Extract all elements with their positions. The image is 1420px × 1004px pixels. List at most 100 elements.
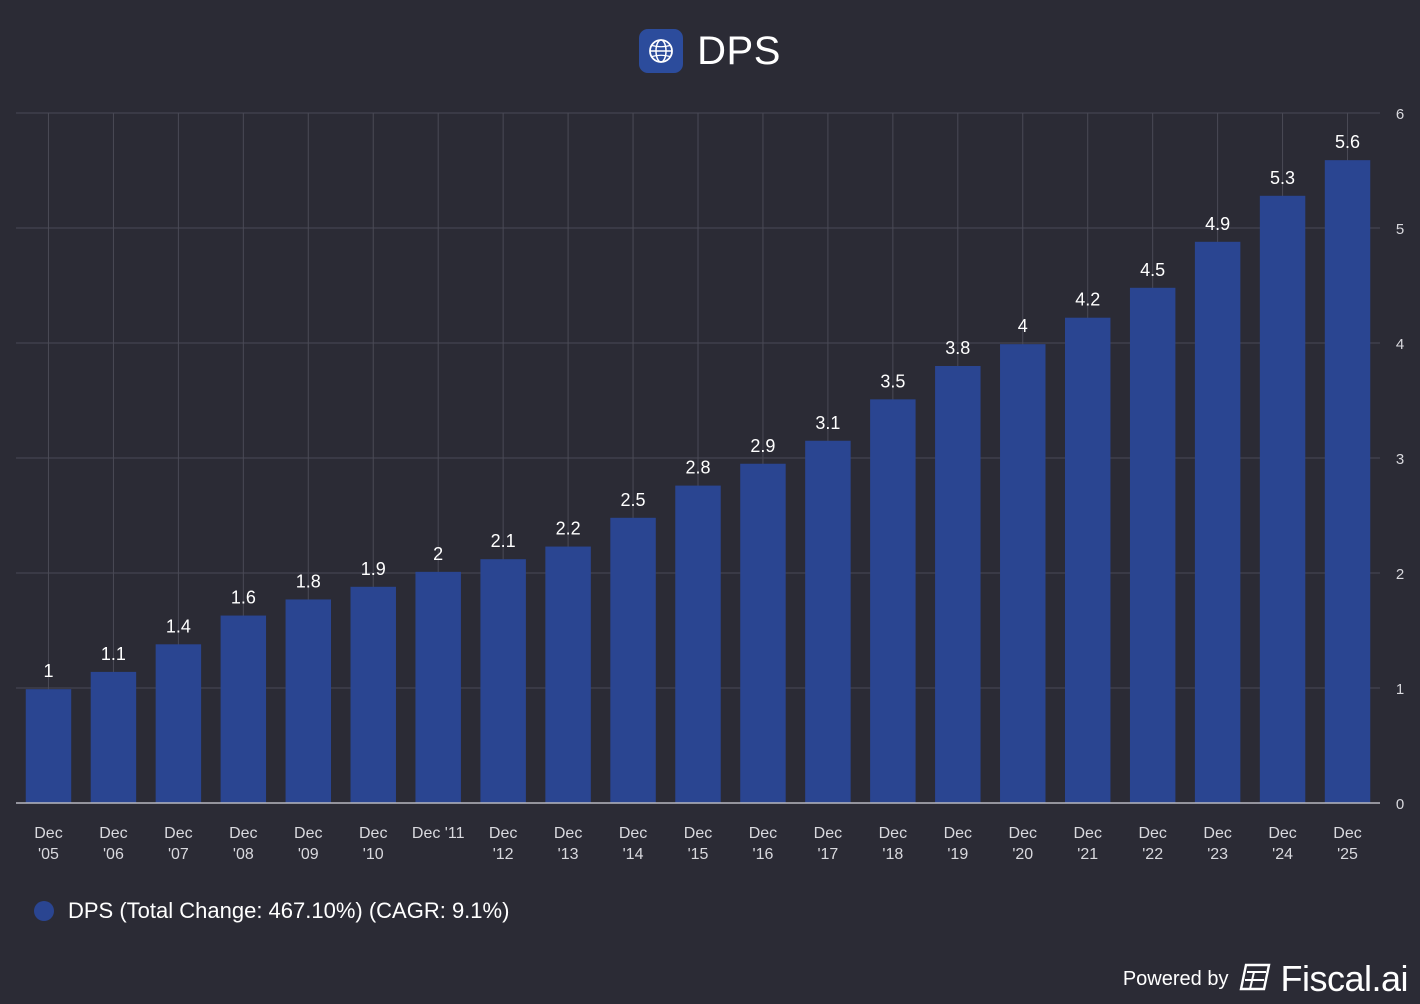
- legend-label: DPS (Total Change: 467.10%) (CAGR: 9.1%): [68, 898, 510, 923]
- x-tick-label: '21: [1077, 846, 1098, 863]
- x-tick-label: Dec: [1009, 825, 1037, 842]
- bar: [1259, 195, 1306, 804]
- bar: [805, 440, 851, 803]
- bar: [1194, 241, 1241, 804]
- x-tick-label: '23: [1207, 846, 1228, 863]
- data-label: 2: [433, 544, 443, 564]
- data-label: 1.9: [361, 559, 386, 579]
- bar: [25, 689, 72, 803]
- x-tick-label: Dec: [944, 825, 972, 842]
- bar: [155, 644, 202, 803]
- bar: [90, 671, 137, 803]
- bar: [415, 571, 461, 803]
- legend-marker: [34, 901, 54, 921]
- x-tick-label: '09: [298, 846, 319, 863]
- x-tick-label: '05: [38, 846, 59, 863]
- x-tick-label: '18: [882, 846, 903, 863]
- x-tick-label: '20: [1012, 846, 1033, 863]
- x-tick-label: Dec: [1073, 825, 1101, 842]
- data-label: 4.2: [1075, 290, 1100, 310]
- x-tick-label: Dec: [489, 825, 517, 842]
- data-label: 5.6: [1335, 132, 1360, 152]
- data-label: 2.1: [491, 531, 516, 551]
- bar-chart: 0 1 2 3 4 5 6 1 Dec '05 1.1 Dec '06 1.4 Dec '07 1.6 Dec '0…: [16, 106, 1404, 863]
- bar: [1064, 317, 1111, 803]
- data-label: 1.6: [231, 588, 256, 608]
- data-label: 4: [1018, 316, 1028, 336]
- data-label: 1: [43, 661, 53, 681]
- x-tick-label: Dec: [34, 825, 62, 842]
- data-label: 4.9: [1205, 214, 1230, 234]
- bar: [1324, 160, 1371, 803]
- y-tick-label: 6: [1396, 106, 1404, 123]
- data-label: 2.8: [685, 458, 710, 478]
- x-tick-label: '19: [947, 846, 968, 863]
- x-tick-label: '08: [233, 846, 254, 863]
- data-label: 3.5: [880, 371, 905, 391]
- fiscal-logo-icon: [1238, 962, 1272, 997]
- data-label: 1.4: [166, 616, 191, 636]
- chart-header: DPS: [0, 22, 1420, 80]
- y-tick-label: 0: [1396, 796, 1404, 813]
- x-tick-label: '13: [558, 846, 579, 863]
- data-label: 2.2: [556, 519, 581, 539]
- y-tick-label: 3: [1396, 451, 1404, 468]
- x-tick-label: '22: [1142, 846, 1163, 863]
- data-label: 3.8: [945, 338, 970, 358]
- x-tick-label: '15: [688, 846, 709, 863]
- x-tick-label: Dec: [619, 825, 647, 842]
- x-tick-label: Dec: [879, 825, 907, 842]
- bar: [610, 517, 656, 803]
- powered-by-label: Powered by: [1122, 967, 1229, 990]
- bar: [740, 463, 786, 803]
- bar: [870, 399, 916, 803]
- x-tick-label: Dec: [684, 825, 712, 842]
- bar: [350, 586, 396, 803]
- x-tick-label: '06: [103, 846, 124, 863]
- x-tick-label: Dec: [749, 825, 777, 842]
- x-tick-label: Dec: [1203, 825, 1231, 842]
- x-tick-label: Dec '11: [412, 825, 465, 842]
- data-label: 4.5: [1140, 260, 1165, 280]
- x-tick-label: '07: [168, 846, 189, 863]
- x-tick-label: '12: [493, 846, 514, 863]
- bar: [545, 546, 591, 803]
- x-tick-label: Dec: [294, 825, 322, 842]
- bar: [935, 366, 981, 803]
- data-label: 2.5: [621, 490, 646, 510]
- bar: [220, 615, 267, 803]
- x-tick-label: Dec: [1138, 825, 1166, 842]
- bar: [1129, 287, 1176, 803]
- bar: [285, 599, 332, 803]
- y-tick-label: 4: [1396, 336, 1404, 353]
- x-tick-label: '14: [623, 846, 644, 863]
- bar: [675, 485, 721, 803]
- data-label: 3.1: [815, 413, 840, 433]
- x-tick-label: '10: [363, 846, 384, 863]
- x-tick-label: '16: [753, 846, 774, 863]
- chart-title: DPS: [697, 28, 781, 73]
- x-tick-label: '24: [1272, 846, 1293, 863]
- powered-by[interactable]: Powered by Fiscal.ai: [1122, 958, 1409, 1000]
- x-tick-label: Dec: [554, 825, 582, 842]
- globe-icon: [639, 29, 684, 73]
- x-tick-label: '25: [1337, 846, 1358, 863]
- data-label: 2.9: [750, 436, 775, 456]
- y-tick-label: 5: [1396, 221, 1404, 238]
- y-tick-label: 2: [1396, 566, 1404, 583]
- x-tick-label: '17: [817, 846, 838, 863]
- x-tick-label: Dec: [814, 825, 842, 842]
- x-tick-label: Dec: [1333, 825, 1361, 842]
- bar: [1000, 344, 1046, 803]
- legend[interactable]: DPS (Total Change: 467.10%) (CAGR: 9.1%): [34, 898, 509, 924]
- y-tick-label: 1: [1396, 681, 1404, 698]
- x-tick-label: Dec: [359, 825, 387, 842]
- data-label: 1.8: [296, 571, 321, 591]
- brand-name: Fiscal.ai: [1280, 958, 1408, 999]
- data-label: 1.1: [101, 644, 126, 664]
- x-tick-label: Dec: [99, 825, 127, 842]
- bar: [480, 559, 526, 803]
- x-tick-label: Dec: [164, 825, 192, 842]
- x-tick-label: Dec: [1268, 825, 1296, 842]
